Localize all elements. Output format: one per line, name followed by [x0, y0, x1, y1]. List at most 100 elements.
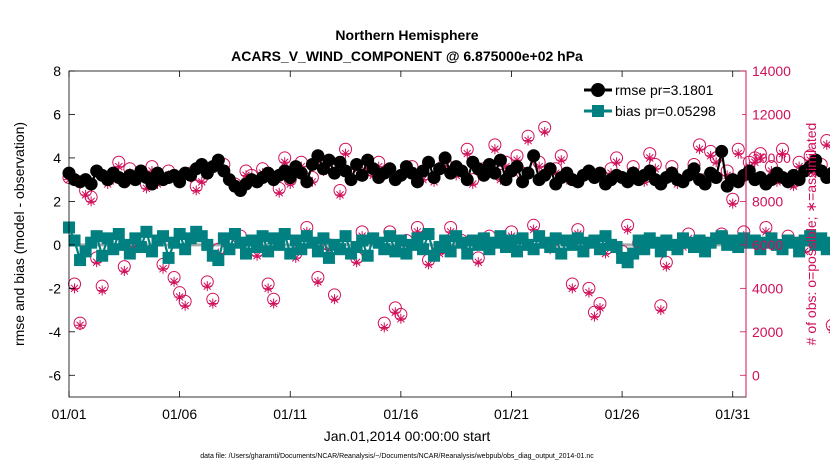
bias-point-54 — [361, 249, 374, 262]
assimilated-point-65 — [423, 259, 434, 270]
bias-point-69 — [444, 245, 457, 258]
assimilated-point-116 — [705, 150, 716, 161]
assimilated-point-4 — [86, 196, 97, 207]
assimilated-point-91 — [567, 283, 578, 294]
y2-tick-label-0: 0 — [752, 367, 760, 383]
rmse-point-115 — [698, 177, 712, 191]
series-rmse — [62, 144, 830, 198]
bias-point-81 — [511, 245, 524, 258]
y-tick-label-4: 2 — [53, 193, 61, 209]
assimilated-point-52 — [351, 257, 362, 268]
x-axis-label: Jan.01,2014 00:00:00 start — [324, 428, 491, 444]
bias-point-96 — [593, 243, 606, 256]
legend: rmse pr=3.1801 bias pr=0.05298 — [582, 78, 742, 124]
bias-point-92 — [571, 232, 584, 245]
x-tick-label-4: 01/21 — [494, 406, 529, 422]
bias-point-50 — [339, 230, 352, 243]
assimilated-point-5 — [91, 257, 102, 268]
assimilated-point-117 — [711, 157, 722, 168]
assimilated-point-73 — [467, 179, 478, 190]
y-tick-label-3: 0 — [53, 237, 61, 253]
bias-point-34 — [251, 241, 264, 254]
assimilated-point-81 — [512, 155, 523, 166]
chart-subtitle: ACARS_V_WIND_COMPONENT @ 6.875000e+02 hP… — [231, 48, 583, 64]
assimilated-point-36 — [263, 283, 274, 294]
bias-point-64 — [416, 243, 429, 256]
assimilated-point-121 — [733, 148, 744, 159]
legend-bias-marker — [592, 105, 604, 117]
bias-point-53 — [356, 234, 369, 247]
assimilated-point-101 — [622, 224, 633, 235]
assimilated-point-20 — [174, 292, 185, 303]
y-tick-label-2: -2 — [49, 280, 62, 296]
bias-point-31 — [234, 236, 247, 249]
assimilated-point-48 — [329, 294, 340, 305]
rmse-point-77 — [488, 166, 502, 180]
bias-point-40 — [284, 247, 297, 260]
bias-point-6 — [96, 249, 109, 262]
assimilated-point-39 — [279, 157, 290, 168]
assimilated-point-26 — [207, 298, 218, 309]
bias-point-114 — [693, 234, 706, 247]
bias-point-84 — [527, 243, 540, 256]
bias-point-13 — [134, 241, 147, 254]
bias-point-132 — [793, 245, 806, 258]
assimilated-point-125 — [755, 152, 766, 163]
assimilated-point-63 — [412, 226, 423, 237]
bias-point-89 — [555, 247, 568, 260]
bias-point-115 — [699, 245, 712, 258]
bias-point-93 — [577, 245, 590, 258]
bias-point-78 — [494, 230, 507, 243]
y2-tick-label-5: 10000 — [752, 150, 791, 166]
assimilated-point-72 — [462, 148, 473, 159]
rmse-point-68 — [438, 151, 452, 165]
assimilated-point-37 — [268, 298, 279, 309]
assimilated-point-114 — [694, 144, 705, 155]
bias-point-38 — [273, 238, 286, 251]
rmse-point-83 — [521, 166, 535, 180]
rmse-point-87 — [543, 162, 557, 176]
y-axis-label: rmse and bias (model - observation) — [11, 122, 27, 346]
rmse-point-4 — [84, 177, 98, 191]
bias-point-1 — [68, 234, 81, 247]
assimilated-point-77 — [489, 144, 500, 155]
bias-point-11 — [123, 247, 136, 260]
bias-point-21 — [179, 243, 192, 256]
bias-point-65 — [422, 228, 435, 240]
assimilated-point-89 — [556, 155, 567, 166]
bias-point-72 — [461, 247, 474, 260]
y2-tick-label-2: 4000 — [752, 280, 783, 296]
assimilated-point-129 — [777, 148, 788, 159]
assimilated-point-105 — [644, 152, 655, 163]
bias-point-8 — [107, 243, 120, 256]
bias-point-99 — [610, 241, 623, 254]
assimilated-point-95 — [589, 311, 600, 322]
rmse-point-40 — [283, 170, 297, 184]
bias-point-104 — [638, 243, 651, 256]
y2-tick-label-3: 6000 — [752, 237, 783, 253]
assimilated-point-24 — [196, 176, 207, 187]
bias-point-3 — [79, 245, 92, 258]
y2-axis-label: # of obs: o=possible; ∗=assimilated — [803, 123, 819, 346]
rmse-point-81 — [510, 160, 524, 174]
rmse-point-78 — [493, 153, 507, 167]
assimilated-point-59 — [390, 307, 401, 318]
assimilated-point-96 — [594, 302, 605, 313]
assimilated-point-32 — [240, 170, 251, 181]
y-tick-label-7: 8 — [53, 63, 61, 79]
assimilated-point-108 — [661, 261, 672, 272]
assimilated-point-57 — [379, 322, 390, 333]
x-tick-label-3: 01/16 — [383, 406, 418, 422]
bias-point-57 — [378, 243, 391, 256]
bias-point-75 — [477, 232, 490, 245]
legend-bias-label: bias pr=0.05298 — [615, 103, 716, 119]
x-tick-label-1: 01/06 — [162, 406, 197, 422]
bias-point-14 — [140, 225, 153, 238]
bias-point-29 — [223, 243, 236, 256]
x-tick-label-0: 01/01 — [51, 406, 86, 422]
x-tick-label-6: 01/31 — [715, 406, 750, 422]
assimilated-point-10 — [119, 265, 130, 276]
assimilated-point-19 — [169, 276, 180, 287]
rmse-point-43 — [300, 175, 314, 189]
